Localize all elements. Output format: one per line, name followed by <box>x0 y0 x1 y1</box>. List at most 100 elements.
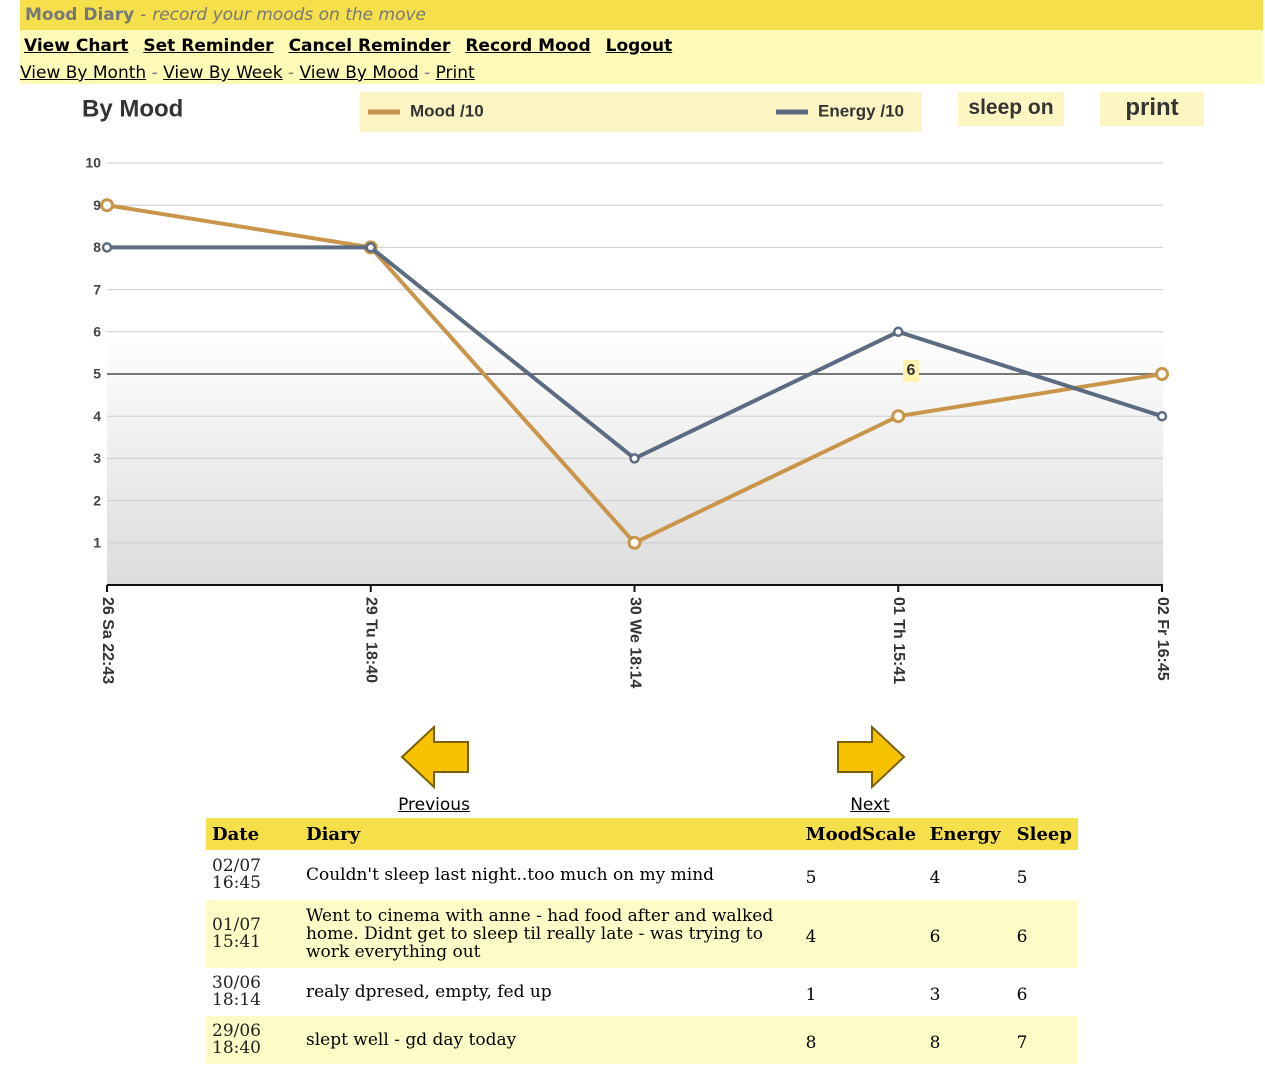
x-tick-label: 26 Sa 22:43 <box>99 597 116 684</box>
number-cell: 1 <box>805 985 817 1005</box>
data-point <box>100 198 114 213</box>
y-tick-label: 10 <box>85 155 101 171</box>
time: 18:14 <box>212 990 261 1010</box>
table-row: 01/07 15:41 Went to cinema with anne - had… <box>206 900 1078 968</box>
y-tick-label: 8 <box>93 239 101 255</box>
date-cell: 01/07 15:41 <box>206 900 300 968</box>
date: 02/07 <box>212 856 261 876</box>
data-point <box>1155 367 1169 381</box>
number-cell: 6 <box>923 900 1011 968</box>
number-cell: 6 <box>1016 985 1028 1005</box>
number-cell: 5 <box>1016 868 1028 888</box>
y-tick-label: 7 <box>93 281 101 297</box>
column-header: Date <box>206 818 300 850</box>
y-tick-label: 9 <box>93 197 101 213</box>
y-tick-label: 6 <box>93 324 101 340</box>
legend-label: Energy /10 <box>818 101 904 120</box>
app-name: Mood Diary <box>25 5 135 25</box>
diary-table: Date Diary MoodScale Energy Sleep 02/07 16:45 C… <box>206 818 1078 1064</box>
data-point <box>101 242 113 253</box>
date-cell: 29/06 18:40 <box>206 1016 300 1064</box>
x-tick-label: 01 Th 15:41 <box>890 597 907 684</box>
x-tick-label: 29 Tu 18:40 <box>363 597 380 683</box>
subnav-link[interactable]: Print <box>435 63 475 83</box>
print-button[interactable]: print <box>1100 92 1204 126</box>
diary-cell: Couldn't sleep last night..too much on m… <box>305 865 715 885</box>
data-point <box>627 535 642 550</box>
y-tick-label: 4 <box>93 408 101 424</box>
y-tick-label: 5 <box>93 366 101 382</box>
arrow-shape <box>837 724 906 790</box>
column-header: MoodScale <box>799 818 924 850</box>
x-tick-label: 02 Fr 16:45 <box>1154 597 1171 681</box>
nav-link[interactable]: View Chart <box>24 36 129 56</box>
nav-bar: View Chart Set Reminder Cancel Reminder Rec… <box>20 30 1263 84</box>
number-cell: 6 <box>1010 900 1078 968</box>
legend <box>360 92 922 132</box>
previous-link[interactable]: Previous <box>398 795 470 815</box>
chart-group: By Mood 1 2 3 4 5 6 7 8 9 10 26 Sa 22:43 29 Tu 18:4… <box>82 92 1171 688</box>
data-point <box>893 326 904 338</box>
date: 01/07 <box>212 915 261 935</box>
diary-cell: slept well - gd day today <box>299 1016 800 1064</box>
column-header: Sleep <box>1010 818 1078 850</box>
main-nav: View Chart Set Reminder Cancel Reminder Rec… <box>24 36 687 56</box>
column-header: Energy <box>923 818 1011 850</box>
nav-link[interactable]: Logout <box>605 36 673 56</box>
number-cell: 4 <box>929 868 941 888</box>
nav-link[interactable]: Set Reminder <box>143 36 274 56</box>
chart-title: By Mood <box>82 95 183 122</box>
number-cell: 8 <box>923 1016 1011 1064</box>
y-tick-label: 3 <box>93 450 101 466</box>
date-cell: 02/07 16:45 <box>206 850 300 900</box>
chart: By Mood 1 2 3 4 5 6 7 8 9 10 26 Sa 22:43 29 Tu 18:4… <box>82 92 1171 688</box>
arrow-shape <box>400 724 469 790</box>
y-tick-label: 2 <box>93 492 101 508</box>
table-row: 30/06 18:14 realy dpresed, empty, fed up 1 3… <box>206 968 1078 1016</box>
nav-link[interactable]: Record Mood <box>465 36 591 56</box>
subnav-link[interactable]: View By Mood <box>299 63 419 83</box>
next-arrow[interactable] <box>834 724 914 794</box>
annotation: 6 <box>907 362 916 379</box>
time: 16:45 <box>212 873 261 893</box>
number-cell: 8 <box>799 1016 924 1064</box>
data-point <box>1156 410 1168 422</box>
header-row: Date Diary MoodScale Energy Sleep <box>206 818 1078 850</box>
sleep-toggle[interactable]: sleep on <box>958 92 1064 126</box>
tagline: record your moods on the move <box>152 5 427 25</box>
column-header: Diary <box>299 818 800 850</box>
time: 15:41 <box>212 932 261 952</box>
x-tick-label: 30 We 18:14 <box>626 597 643 688</box>
data-point <box>629 453 640 464</box>
number-cell: 3 <box>929 985 941 1005</box>
diary-cell: Went to cinema with anne - had food afte… <box>299 900 800 968</box>
date: 29/06 <box>212 1021 261 1041</box>
data-point <box>891 409 906 424</box>
subnav-link[interactable]: View By Month <box>20 63 147 83</box>
nav-link[interactable]: Cancel Reminder <box>288 36 451 56</box>
app-title: Mood Diary - record your moods on the mo… <box>25 5 426 25</box>
separator: - <box>287 63 295 83</box>
table-row: 29/06 18:40 slept well - gd day today 8 8 7 <box>206 1016 1078 1064</box>
separator: - <box>140 5 147 25</box>
number-cell: 4 <box>799 900 924 968</box>
time: 18:40 <box>212 1038 261 1058</box>
next-link[interactable]: Next <box>850 795 890 815</box>
date: 30/06 <box>212 973 261 993</box>
title-bar: Mood Diary - record your moods on the mo… <box>20 0 1263 30</box>
number-cell: 7 <box>1010 1016 1078 1064</box>
diary-cell: realy dpresed, empty, fed up <box>305 982 552 1002</box>
annotation-bg <box>903 360 919 382</box>
number-cell: 5 <box>805 868 817 888</box>
subnav-link[interactable]: View By Week <box>163 63 283 83</box>
separator: - <box>424 63 431 83</box>
sub-nav: View By Month - View By Week - View By M… <box>20 63 475 83</box>
table-row: 02/07 16:45 Couldn't sleep last night..too… <box>206 850 1078 900</box>
separator: - <box>151 63 158 83</box>
data-point <box>365 242 376 253</box>
legend-label: Mood /10 <box>410 101 484 120</box>
date-cell: 30/06 18:14 <box>206 968 300 1016</box>
previous-arrow[interactable] <box>398 724 478 794</box>
y-tick-label: 1 <box>93 535 101 551</box>
